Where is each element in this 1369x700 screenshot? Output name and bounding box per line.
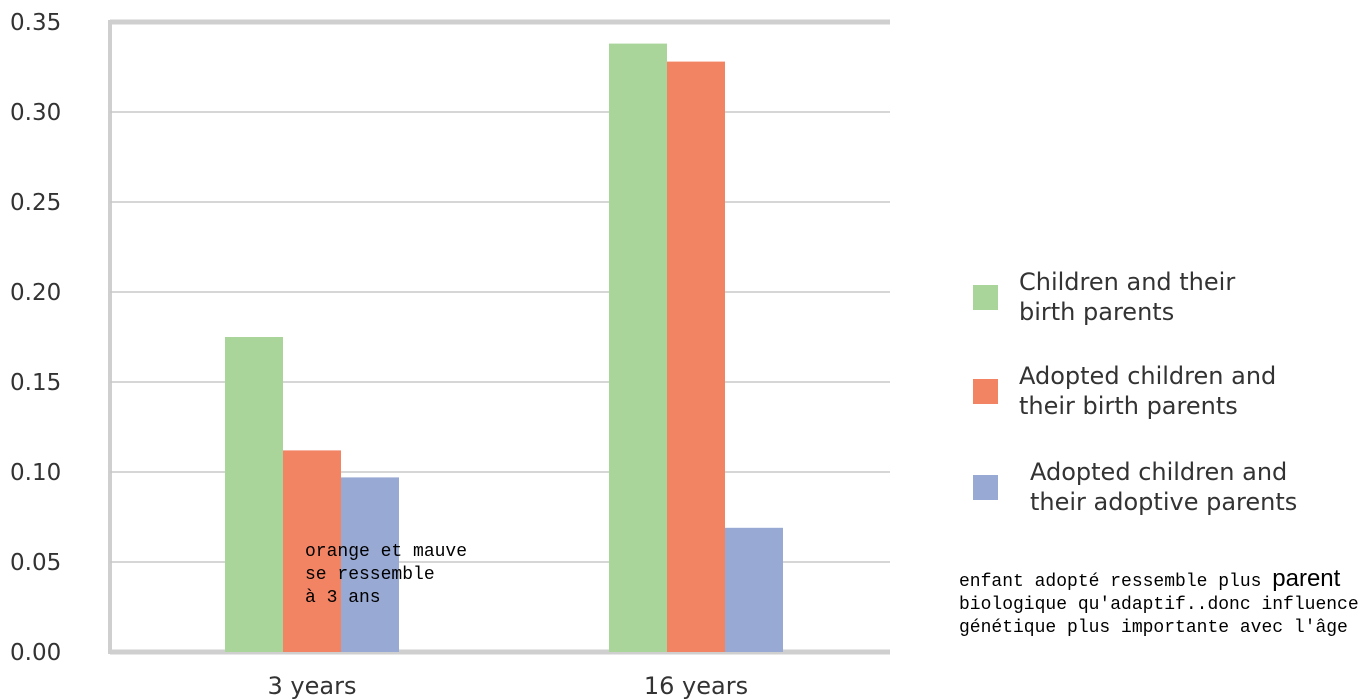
legend-label: their adoptive parents bbox=[1030, 488, 1297, 516]
side-annotation-start: enfant adopté ressemble plus bbox=[959, 572, 1262, 592]
y-tick-label: 0.25 bbox=[10, 190, 61, 216]
legend-swatch bbox=[973, 379, 998, 404]
side-annotation-end: biologique qu'adaptif..donc influence gé… bbox=[959, 595, 1359, 638]
y-axis-ticks: 0.00 0.05 0.10 0.15 0.20 0.25 0.30 0.35 bbox=[10, 10, 61, 666]
bar bbox=[283, 450, 341, 652]
legend-label: Adopted children and bbox=[1030, 458, 1287, 486]
bars bbox=[225, 43, 783, 653]
bar bbox=[341, 477, 399, 652]
x-category-label: 16 years bbox=[644, 672, 748, 700]
bar bbox=[667, 61, 725, 653]
bar bbox=[225, 337, 283, 652]
x-category-label: 3 years bbox=[268, 672, 357, 700]
y-tick-label: 0.10 bbox=[10, 460, 61, 486]
y-tick-label: 0.15 bbox=[10, 370, 61, 396]
legend-label: birth parents bbox=[1019, 298, 1174, 326]
legend-label: their birth parents bbox=[1019, 392, 1238, 420]
y-tick-label: 0.05 bbox=[10, 550, 61, 576]
legend-swatch bbox=[973, 285, 998, 310]
bar bbox=[609, 43, 667, 653]
y-tick-label: 0.20 bbox=[10, 280, 61, 306]
legend-label: Children and their bbox=[1019, 268, 1235, 296]
legend-label: Adopted children and bbox=[1019, 362, 1276, 390]
side-annotation-big: parent bbox=[1272, 567, 1341, 592]
bar-annotation: orange et mauve se ressemble à 3 ans bbox=[305, 542, 468, 608]
x-axis-categories: 3 years 16 years bbox=[268, 672, 749, 700]
y-tick-label: 0.35 bbox=[10, 10, 61, 36]
y-tick-label: 0.00 bbox=[10, 640, 61, 666]
legend-swatch bbox=[973, 475, 998, 500]
side-annotation: enfant adopté ressemble plus parent biol… bbox=[959, 567, 1369, 640]
y-tick-label: 0.30 bbox=[10, 100, 61, 126]
bar bbox=[725, 527, 783, 652]
